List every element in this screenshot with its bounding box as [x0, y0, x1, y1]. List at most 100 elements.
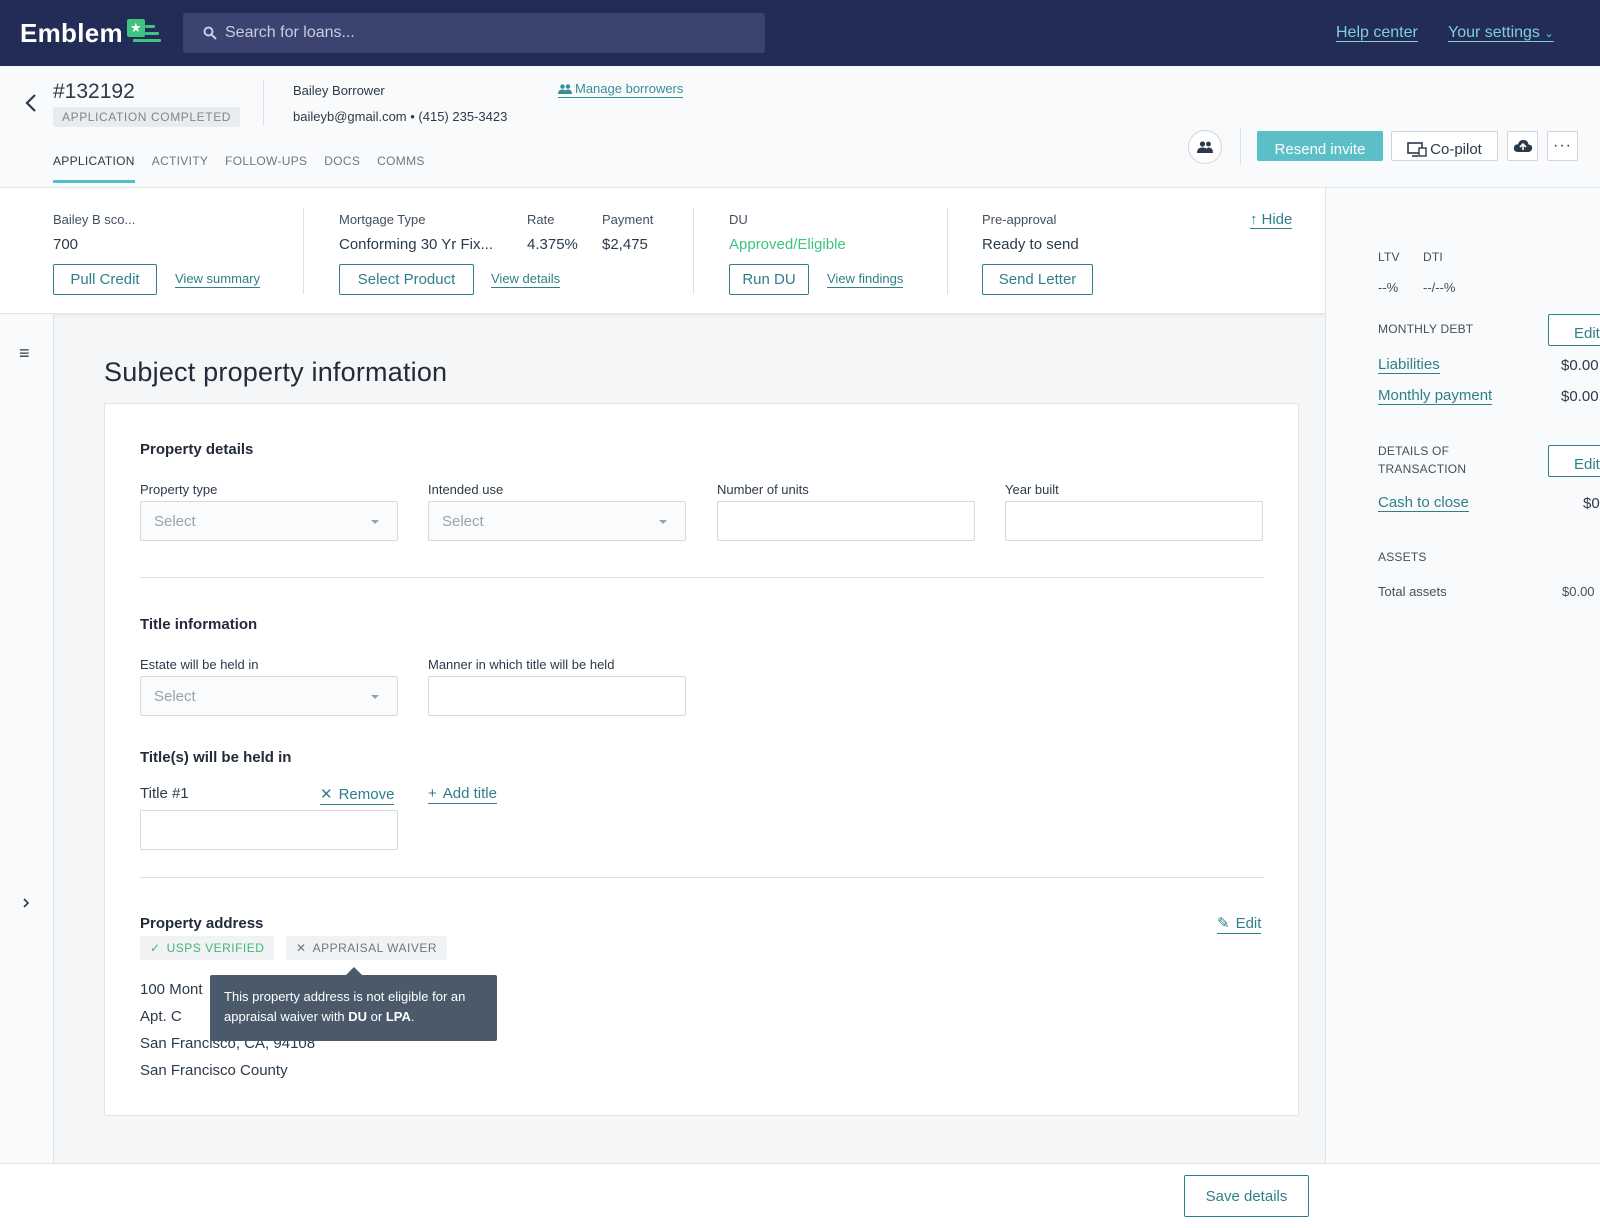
- your-settings-link[interactable]: Your settings ⌄: [1448, 24, 1554, 42]
- ltv-label: LTV: [1378, 250, 1400, 264]
- edit-monthly-debt-button[interactable]: Edit: [1548, 314, 1600, 346]
- caret-down-icon: [659, 520, 667, 524]
- search-input[interactable]: [225, 24, 745, 42]
- total-assets-label: Total assets: [1378, 584, 1447, 599]
- add-title-label: Add title: [442, 785, 497, 802]
- address-line-2: Apt. C: [140, 1008, 182, 1025]
- intended-use-label: Intended use: [428, 482, 504, 497]
- titles-held-in-title: Title(s) will be held in: [140, 749, 292, 766]
- menu-icon[interactable]: ≡: [19, 343, 30, 363]
- cloud-upload-icon: [1513, 140, 1532, 152]
- mortgage-type-value: Conforming 30 Yr Fix...: [339, 236, 493, 253]
- view-details-link[interactable]: View details: [491, 271, 561, 288]
- cash-to-close-value: $0: [1583, 495, 1600, 512]
- caret-down-icon: [371, 520, 379, 524]
- remove-title-link[interactable]: ✕ Remove: [320, 785, 395, 805]
- pre-approval-value: Ready to send: [982, 236, 1079, 253]
- appraisal-waiver-tooltip: This property address is not eligible fo…: [210, 967, 497, 1041]
- borrowers-button[interactable]: [1188, 130, 1222, 164]
- year-built-input[interactable]: [1005, 501, 1263, 541]
- edit-label: Edit: [1235, 914, 1262, 932]
- payment-label: Payment: [602, 212, 654, 227]
- more-options-button[interactable]: ···: [1547, 131, 1578, 161]
- cash-to-close-link[interactable]: Cash to close: [1378, 494, 1469, 512]
- people-icon: [1197, 141, 1213, 153]
- estate-label: Estate will be held in: [140, 657, 259, 672]
- monthly-payment-link[interactable]: Monthly payment: [1378, 387, 1493, 405]
- chevron-down-icon: ⌄: [1544, 28, 1554, 40]
- loan-tabs: APPLICATION ACTIVITY FOLLOW-UPS DOCS COM…: [53, 154, 425, 183]
- brand-logo[interactable]: Emblem ★: [20, 18, 163, 49]
- number-of-units-input[interactable]: [717, 501, 975, 541]
- credit-score-value: 700: [53, 236, 79, 253]
- intended-use-select[interactable]: Select: [428, 501, 686, 541]
- du-status-value: Approved/Eligible: [729, 236, 846, 253]
- appraisal-waiver-label: APPRAISAL WAIVER: [312, 941, 438, 955]
- tab-docs[interactable]: DOCS: [324, 154, 361, 168]
- upload-button[interactable]: [1507, 131, 1538, 161]
- property-type-label: Property type: [140, 482, 218, 497]
- tab-application[interactable]: APPLICATION: [53, 154, 135, 183]
- intended-use-placeholder: Select: [442, 513, 484, 530]
- tooltip-du: DU: [348, 1009, 368, 1024]
- appraisal-waiver-badge[interactable]: ✕ APPRAISAL WAIVER: [286, 936, 448, 960]
- loan-header: #132192 APPLICATION COMPLETED Bailey Bor…: [0, 66, 1600, 188]
- title-manner-input[interactable]: [428, 676, 686, 716]
- divider: [693, 208, 694, 294]
- payment-value: $2,475: [602, 236, 648, 253]
- liabilities-value: $0.00: [1561, 357, 1599, 374]
- help-center-link[interactable]: Help center: [1336, 24, 1418, 41]
- edit-address-link[interactable]: ✎ Edit: [1217, 914, 1262, 934]
- view-summary-link[interactable]: View summary: [175, 271, 261, 288]
- manage-borrowers-link[interactable]: Manage borrowers: [558, 81, 684, 98]
- screen-share-icon: [1407, 141, 1427, 157]
- close-icon: ✕: [296, 941, 307, 955]
- divider: [303, 208, 304, 294]
- address-line-1: 100 Mont: [140, 981, 203, 998]
- back-arrow-icon[interactable]: [24, 92, 38, 114]
- estate-select[interactable]: Select: [140, 676, 398, 716]
- emblem-logo-icon: ★: [125, 18, 163, 49]
- send-letter-button[interactable]: Send Letter: [982, 264, 1093, 295]
- select-product-button[interactable]: Select Product: [339, 264, 474, 295]
- your-settings-label: Your settings: [1448, 24, 1540, 41]
- title-information-title: Title information: [140, 616, 258, 633]
- section-divider: [140, 577, 1264, 578]
- more-icon: ···: [1553, 137, 1572, 154]
- tab-comms[interactable]: COMMS: [377, 154, 425, 168]
- title-1-input[interactable]: [140, 810, 398, 850]
- borrower-name: Bailey Borrower: [293, 83, 385, 98]
- property-type-select[interactable]: Select: [140, 501, 398, 541]
- hide-summary-link[interactable]: ↑ Hide: [1250, 211, 1293, 229]
- ltv-value: --%: [1378, 280, 1399, 295]
- close-icon: ✕: [320, 786, 333, 803]
- save-details-button[interactable]: Save details: [1184, 1175, 1309, 1217]
- resend-invite-button[interactable]: Resend invite: [1257, 131, 1383, 161]
- divider: [1240, 128, 1241, 164]
- tab-activity[interactable]: ACTIVITY: [151, 154, 209, 168]
- liabilities-link[interactable]: Liabilities: [1378, 356, 1440, 374]
- pull-credit-button[interactable]: Pull Credit: [53, 264, 157, 295]
- search-bar[interactable]: [183, 13, 765, 53]
- title-1-label: Title #1: [140, 785, 189, 802]
- borrower-contact: baileyb@gmail.com • (415) 235-3423: [293, 109, 508, 124]
- co-pilot-button[interactable]: Co-pilot: [1391, 131, 1498, 161]
- add-title-link[interactable]: + Add title: [428, 785, 497, 804]
- page-title: Subject property information: [104, 357, 448, 387]
- loan-summary-strip: Bailey B sco... 700 Pull Credit View sum…: [0, 188, 1325, 314]
- chevron-right-icon[interactable]: [22, 897, 30, 909]
- manage-borrowers-label: Manage borrowers: [575, 81, 684, 96]
- search-icon: [203, 26, 217, 40]
- run-du-button[interactable]: Run DU: [729, 264, 809, 295]
- view-findings-link[interactable]: View findings: [827, 271, 904, 288]
- co-pilot-label: Co-pilot: [1430, 140, 1482, 158]
- loan-metrics-panel: LTV DTI --% --/--% MONTHLY DEBT Edit Lia…: [1325, 188, 1600, 1163]
- year-built-label: Year built: [1005, 482, 1059, 497]
- monthly-payment-value: $0.00: [1561, 388, 1599, 405]
- dti-label: DTI: [1423, 250, 1443, 264]
- usps-verified-label: USPS VERIFIED: [166, 941, 265, 955]
- assets-label: ASSETS: [1378, 550, 1427, 564]
- loan-number: #132192: [53, 80, 135, 103]
- edit-transaction-button[interactable]: Edit: [1548, 445, 1600, 477]
- tab-follow-ups[interactable]: FOLLOW-UPS: [225, 154, 308, 168]
